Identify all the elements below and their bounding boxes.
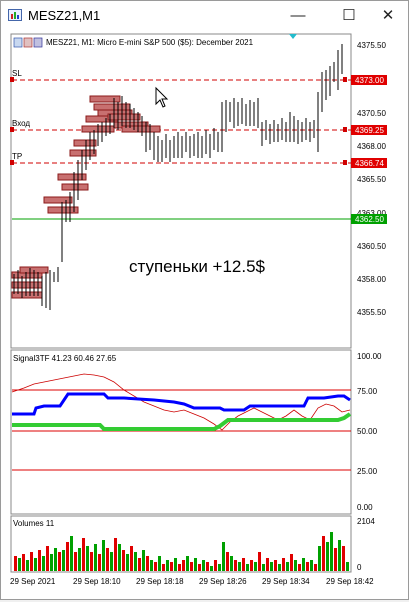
- chart-area[interactable]: MESZ21, M1: Micro E-mini S&P 500 ($5): D…: [4, 32, 407, 597]
- minimize-icon[interactable]: —: [290, 7, 306, 24]
- time-tick: 29 Sep 18:26: [199, 577, 247, 586]
- time-axis: 29 Sep 2021 29 Sep 18:10 29 Sep 18:18 29…: [10, 571, 374, 586]
- price-tick: 4375.50: [357, 41, 386, 50]
- sl-price-label: 4373.00: [355, 76, 384, 85]
- volumes-tick-max: 2104: [357, 517, 375, 526]
- entry-price-label: 4369.25: [355, 126, 384, 135]
- indicator-tick: 100.00: [357, 352, 382, 361]
- time-tick: 29 Sep 18:10: [73, 577, 121, 586]
- title-bar[interactable]: MESZ21,M1 — ☐ ✕: [1, 1, 408, 31]
- price-tick: 4365.50: [357, 175, 386, 184]
- window-title: MESZ21,M1: [28, 8, 101, 23]
- indicator-panel-frame: [10, 349, 352, 515]
- time-tick: 29 Sep 2021: [10, 577, 56, 586]
- time-tick: 29 Sep 18:18: [136, 577, 184, 586]
- price-tick: 4358.00: [357, 275, 386, 284]
- price-tick: 4370.50: [357, 109, 386, 118]
- signal-blue-line: [12, 392, 351, 416]
- maximize-icon[interactable]: ☐: [342, 7, 356, 24]
- time-tick: 29 Sep 18:42: [326, 577, 374, 586]
- indicator-tick: 0.00: [357, 503, 373, 512]
- indicator-header: Signal3TF 41.23 60.46 27.65: [13, 354, 117, 363]
- header-icons: [13, 37, 43, 48]
- price-bars: [13, 44, 343, 310]
- signal-red-line: [11, 373, 351, 431]
- main-chart-header: MESZ21, M1: Micro E-mini S&P 500 ($5): D…: [46, 38, 254, 47]
- shift-marker-icon[interactable]: [289, 34, 297, 39]
- main-panel-frame: [10, 33, 352, 349]
- price-tick: 4360.50: [357, 242, 386, 251]
- price-axis: 4375.50 4370.50 4368.00 4365.50 4363.00 …: [357, 41, 386, 317]
- overlay-text: ступеньки +12.5$: [129, 257, 266, 276]
- price-tick: 4363.00: [357, 209, 386, 218]
- time-tick: 29 Sep 18:34: [262, 577, 310, 586]
- volumes-tick-min: 0: [357, 563, 362, 572]
- indicator-axis: 100.00 75.00 50.00 25.00 0.00: [357, 352, 382, 512]
- tp-label: TP: [12, 152, 22, 161]
- mouse-cursor-icon: [155, 86, 169, 108]
- volumes-header: Volumes 11: [13, 519, 55, 528]
- chart-app-icon: [8, 9, 22, 21]
- close-icon[interactable]: ✕: [381, 7, 395, 24]
- price-tick: 4368.00: [357, 142, 386, 151]
- indicator-tick: 75.00: [357, 387, 378, 396]
- green-price-label: 4362.50: [355, 215, 384, 224]
- tp-price-label: 4366.74: [355, 159, 384, 168]
- sl-label: SL: [12, 69, 22, 78]
- indicator-tick: 25.00: [357, 467, 378, 476]
- volume-bars: [14, 532, 349, 571]
- signal-green-line: [12, 412, 352, 431]
- entry-label: Вход: [12, 119, 30, 128]
- chart-canvas[interactable]: MESZ21, M1: Micro E-mini S&P 500 ($5): D…: [4, 32, 407, 597]
- price-tick: 4355.50: [357, 308, 386, 317]
- green-level-line[interactable]: 4362.50: [12, 214, 387, 224]
- indicator-tick: 50.00: [357, 427, 378, 436]
- sl-line[interactable]: SL 4373.00: [10, 69, 387, 85]
- tp-line[interactable]: TP 4366.74: [10, 152, 387, 168]
